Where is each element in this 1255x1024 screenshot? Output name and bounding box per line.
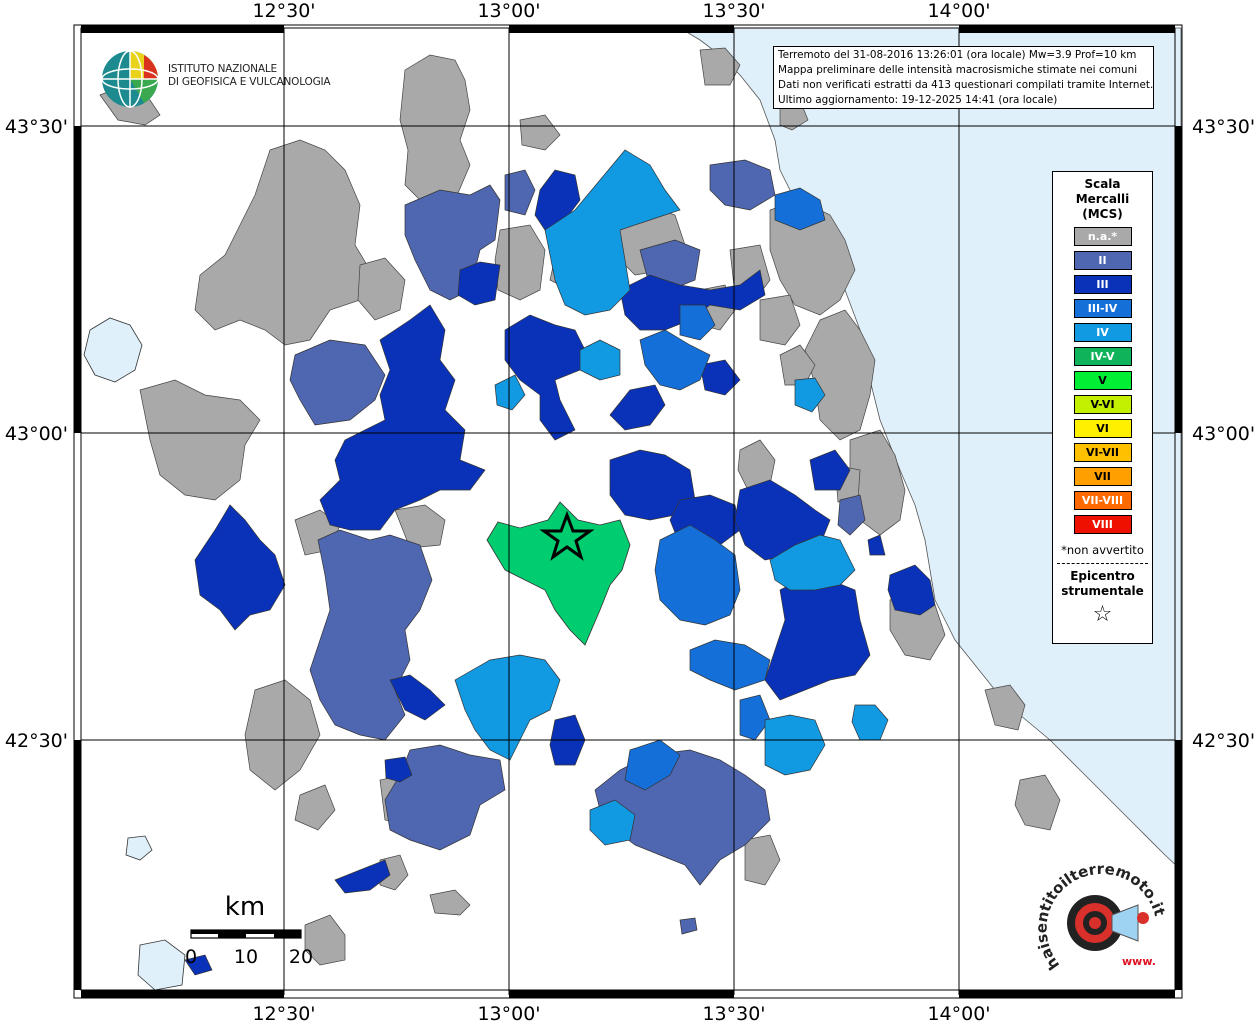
legend-epicenter-line-2: strumentale: [1061, 584, 1144, 598]
epicenter-star-icon: [539, 510, 595, 561]
bottom-label-1400: 14°00': [927, 1003, 990, 1024]
event-info-line-1: Terremoto del 31-08-2016 13:26:01 (ora l…: [778, 49, 1137, 61]
lake-trasimeno: [83, 317, 143, 383]
municipalities-ii: [289, 159, 866, 935]
legend-swatch-iv: IV: [1073, 323, 1132, 342]
legend-title-3: (MCS): [1082, 207, 1123, 221]
legend-swatch-vii-viii: VII-VIII: [1073, 491, 1132, 510]
ingv-line-2: DI GEOFISICA E VULCANOLOGIA: [168, 76, 331, 88]
municipalities-iii: [184, 169, 936, 976]
graticule: [81, 28, 1175, 995]
right-label-4300: 43°00': [1192, 423, 1255, 445]
legend-swatch-ii: II: [1073, 251, 1132, 270]
scale-tick-0: 0: [185, 946, 197, 968]
event-info-line-3: Dati non verificati estratti da 413 ques…: [778, 79, 1154, 91]
municipalities-na: [99, 47, 1061, 966]
bottom-label-1230: 12°30': [252, 1003, 315, 1024]
bottom-label-1330: 13°30': [702, 1003, 765, 1024]
top-label-1300: 13°00': [477, 0, 540, 22]
legend-swatch-vii: VII: [1073, 467, 1132, 486]
ingv-globe-icon: [101, 50, 159, 108]
event-info-line-2: Mappa preliminare delle intensità macros…: [778, 64, 1138, 76]
legend-separator: [1057, 563, 1148, 564]
legend-swatch-vi: VI: [1073, 419, 1132, 438]
legend-epicenter-label: Epicentro strumentale: [1053, 569, 1152, 599]
legend-title: Scala Mercalli (MCS): [1053, 177, 1152, 222]
legend-swatch-vi-vii: VI-VII: [1073, 443, 1132, 462]
event-info-line-4: Ultimo aggiornamento: 19-12-2025 14:41 (…: [778, 94, 1058, 106]
event-info-box: Terremoto del 31-08-2016 13:26:01 (ora l…: [773, 46, 1154, 109]
ingv-logo: [100, 46, 330, 110]
right-label-4230: 42°30': [1192, 730, 1255, 752]
legend-note: *non avvertito: [1061, 543, 1144, 557]
legend-swatch-viii: VIII: [1073, 515, 1132, 534]
haisentito-logo-url: www.: [1122, 955, 1156, 968]
scale-tick-10: 10: [234, 946, 258, 968]
legend-swatch-v-vi: V-VI: [1073, 395, 1132, 414]
scale-tick-20: 20: [289, 946, 313, 968]
ingv-logo-text: ISTITUTO NAZIONALE DI GEOFISICA E VULCAN…: [168, 63, 331, 89]
bottom-label-1300: 13°00': [477, 1003, 540, 1024]
left-label-4330: 43°30': [5, 116, 68, 138]
scale-bar: km 0 10 20: [185, 892, 313, 968]
top-label-1330: 13°30': [702, 0, 765, 22]
haisentito-logo: haisentitoilterremoto.it www.: [1032, 860, 1168, 973]
legend-swatch-iii: III: [1073, 275, 1132, 294]
top-label-1230: 12°30': [252, 0, 315, 22]
right-label-4330: 43°30': [1192, 116, 1255, 138]
left-label-4300: 43°00': [5, 423, 68, 445]
map-frame: [73, 24, 1183, 999]
municipalities-iv: [454, 149, 889, 846]
municipalities-iii-iv: [624, 187, 826, 791]
ingv-line-1: ISTITUTO NAZIONALE: [168, 63, 277, 75]
mcs-legend: Scala Mercalli (MCS) n.a.* II III III-IV…: [1052, 171, 1153, 644]
legend-title-2: Mercalli: [1075, 192, 1130, 206]
legend-swatch-na: n.a.*: [1073, 227, 1132, 246]
left-label-4230: 42°30': [5, 730, 68, 752]
legend-epicenter-line-1: Epicentro: [1070, 569, 1135, 583]
scale-unit: km: [225, 892, 265, 922]
legend-swatch-v: V: [1073, 371, 1132, 390]
epicentral-area: [486, 501, 631, 646]
legend-swatch-iv-v: IV-V: [1073, 347, 1132, 366]
legend-star-icon: ☆: [1092, 602, 1113, 627]
lake-bolsena: [137, 939, 186, 991]
lake-small: [125, 835, 153, 861]
legend-title-1: Scala: [1084, 177, 1121, 191]
legend-swatch-iii-iv: III-IV: [1073, 299, 1132, 318]
top-label-1400: 14°00': [927, 0, 990, 22]
